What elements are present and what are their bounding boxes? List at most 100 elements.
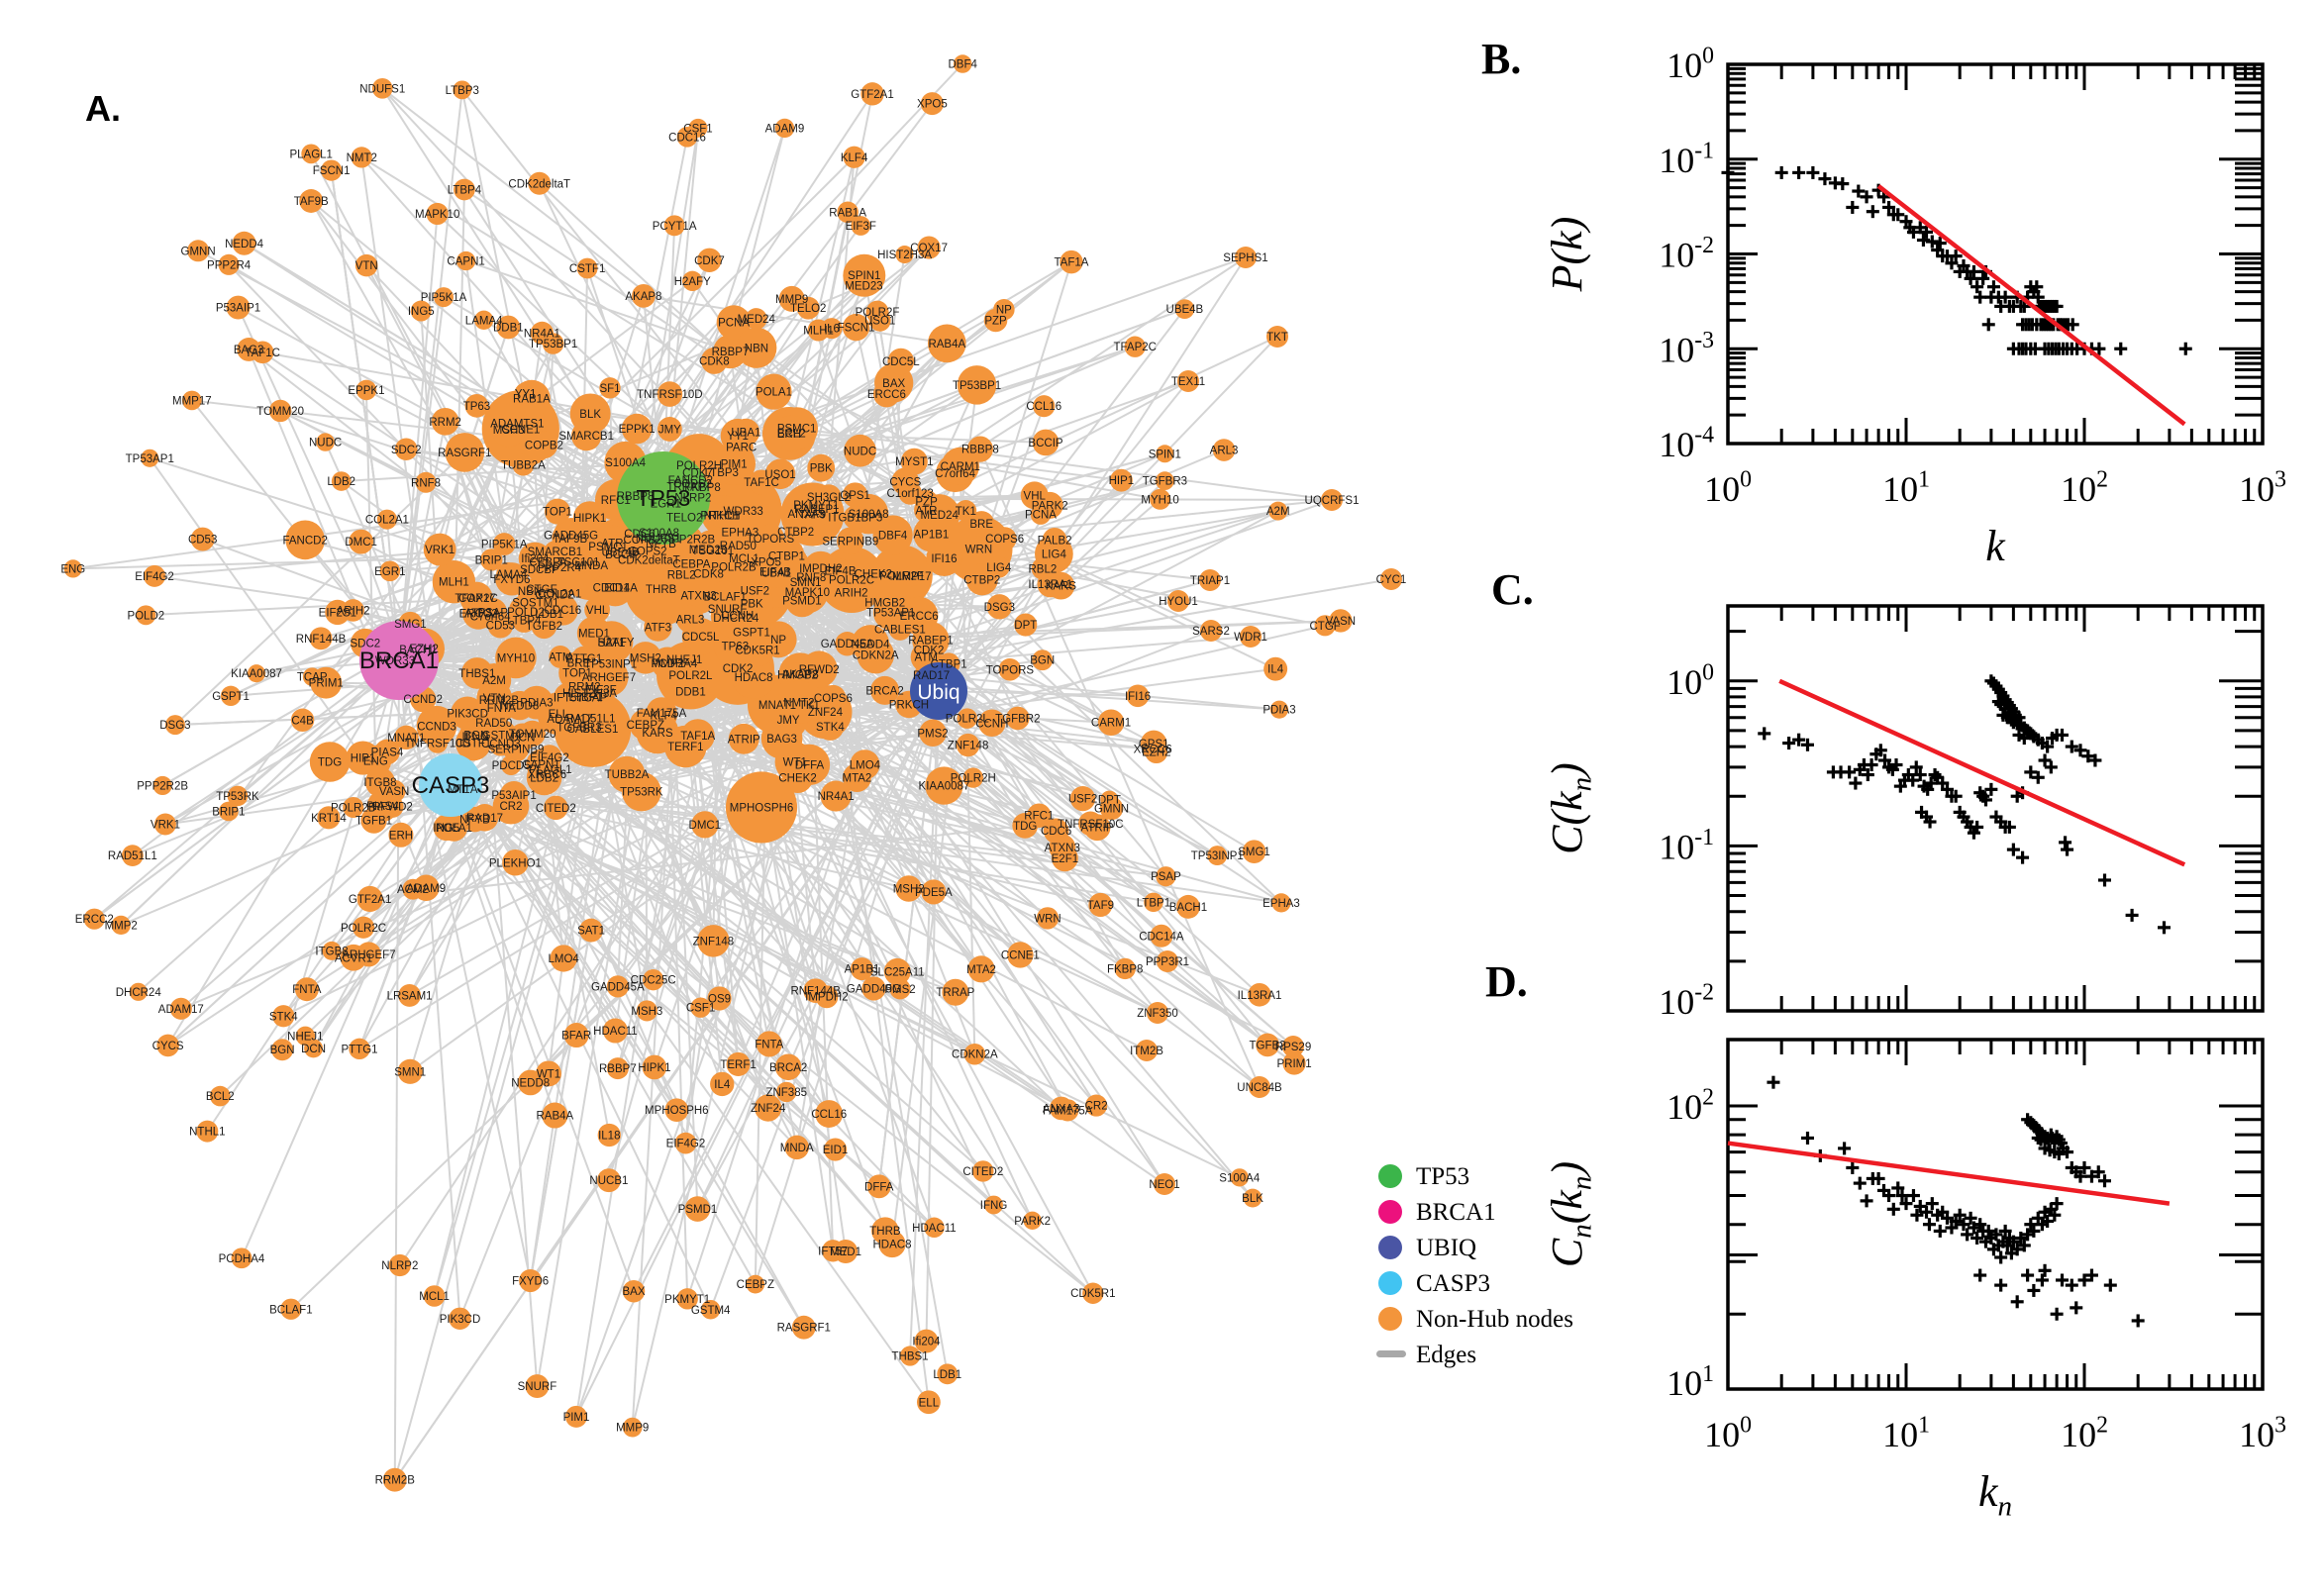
network-node-label: ZNF148 [948,741,989,752]
network-node [676,605,704,634]
network-edge [120,659,400,927]
network-node-label: S100A4 [1219,1172,1261,1184]
network-node-label: GSPT1 [733,627,770,639]
network-edge [801,600,1165,1185]
network-edge [737,256,1247,438]
network-node-label: ADAMTS1 [490,419,544,431]
network-node [870,675,900,705]
network-node-label: CDK7 [694,255,725,267]
network-node-label: PSAP [1151,871,1181,883]
network-node-label: PCYT1A [653,221,697,233]
network-node-label: KIAA0087 [231,668,282,680]
network-node [816,713,845,741]
network-node [815,1100,844,1128]
network-node-label: BAX [623,1286,646,1298]
network-node-label: IL4 [1267,664,1284,676]
network-node-label: THRB [869,1226,901,1238]
network-node-label: MYH10 [497,652,535,664]
network-node [644,613,672,642]
network-node-label: PLAGL1 [289,149,332,160]
network-node-label: TRIAP1 [1190,575,1230,587]
network-node-label: RAD17 [466,813,503,825]
network-node [913,516,950,552]
network-node-label: P53AIP1 [216,303,260,315]
network-node-label: TAF9 [1087,900,1114,912]
network-node-label: TFAP2C [454,593,497,605]
network-node [679,576,718,615]
network-edge [938,510,1279,692]
network-node-label: LMO4 [850,759,881,771]
network-node [834,575,869,610]
network-node-label: VRK1 [151,820,180,832]
network-node [496,562,521,587]
y-tick-label: 10-1 [1659,825,1714,866]
network-node-label: TP53RK [620,787,663,799]
network-node-label: PPP3R1 [1146,956,1189,968]
network-node-label: HIPK1 [638,1062,670,1074]
network-node-label: PRIM1 [1276,1058,1311,1070]
network-edge [398,659,532,1281]
network-edge [760,806,1159,1014]
panel-d-label: D. [1485,957,1528,1006]
legend-tp53-dot [1378,1164,1402,1188]
network-node-label: AP1B1 [845,964,880,976]
network-node-label: EPHA3 [1262,898,1300,910]
network-node [492,533,516,555]
network-node-label: CITED2 [962,1166,1003,1178]
network-node-label: ERCC6 [867,389,906,401]
network-node [602,1018,628,1044]
network-node [672,673,709,710]
network-node-label: POLD2 [127,610,164,622]
network-node-label: TP53RK [216,791,259,803]
network-node [697,925,730,957]
network-node [416,705,457,747]
network-edge [450,784,1155,904]
chart-panel-d: 100 101 102 103 102 101 kn Cn(kn) [1543,1038,2286,1523]
network-node-label: RAD50 [475,718,512,730]
network-node-label: LDB2 [327,476,355,488]
network-node-label: CCND2 [403,694,443,706]
network-nodes [63,54,1402,1492]
network-node-label: UBE4B [1166,304,1204,316]
network-node-label: THBS1 [458,668,495,680]
network-node-label: MMP2 [652,658,684,670]
network-node-label: MMP9 [616,1423,649,1435]
network-node [309,742,351,782]
network-node-label: BLK [579,409,601,421]
network-node-label: LAMA4 [465,315,503,327]
y-tick-label: 100 [1666,44,1714,85]
network-node-label: MSH2 [893,884,925,896]
network-edge [398,89,463,661]
network-node-label: ARL3 [676,614,705,626]
network-edge [393,690,940,1481]
panel-c-label: C. [1491,565,1534,614]
network-node-label: TELO2 [666,512,702,524]
network-node [622,771,661,812]
network-node-label: ZNF385 [765,1087,807,1099]
network-node-label: ZNF148 [693,936,735,948]
network-node-label: HIPK1 [573,513,606,525]
network-node-label: SDC2 [391,445,422,456]
network-node-label: BGN [270,1045,295,1056]
network-node-label: MMP17 [892,571,932,583]
network-edge [575,573,710,1417]
network-node-label: CDC5L [682,632,720,644]
network-node-label: TERF1 [667,742,703,753]
network-node-label: SMARCB1 [558,431,614,443]
network-node-label: SNURF [518,1381,557,1393]
network-node [537,745,562,770]
network-node-label: P53AIP1 [491,790,536,802]
network-node [520,685,554,720]
network-node-label: RBBP8 [961,445,999,456]
network-node-label: MAPK10 [415,209,459,221]
network-node-label: POLA1 [436,823,472,835]
network-node-label: PARC [726,443,757,454]
network-node-label: S100A8 [639,528,679,540]
chart-panel-b: 100 101 102 103 100 10-1 10-2 10-3 10-4 k P(k) [1543,44,2286,570]
network-node-label: NDUFS1 [359,83,405,95]
network-node-label: CCL16 [811,1109,847,1121]
network-node-label: CEBPZ [737,1279,774,1291]
network-node-label: RAD51L1 [108,850,157,862]
